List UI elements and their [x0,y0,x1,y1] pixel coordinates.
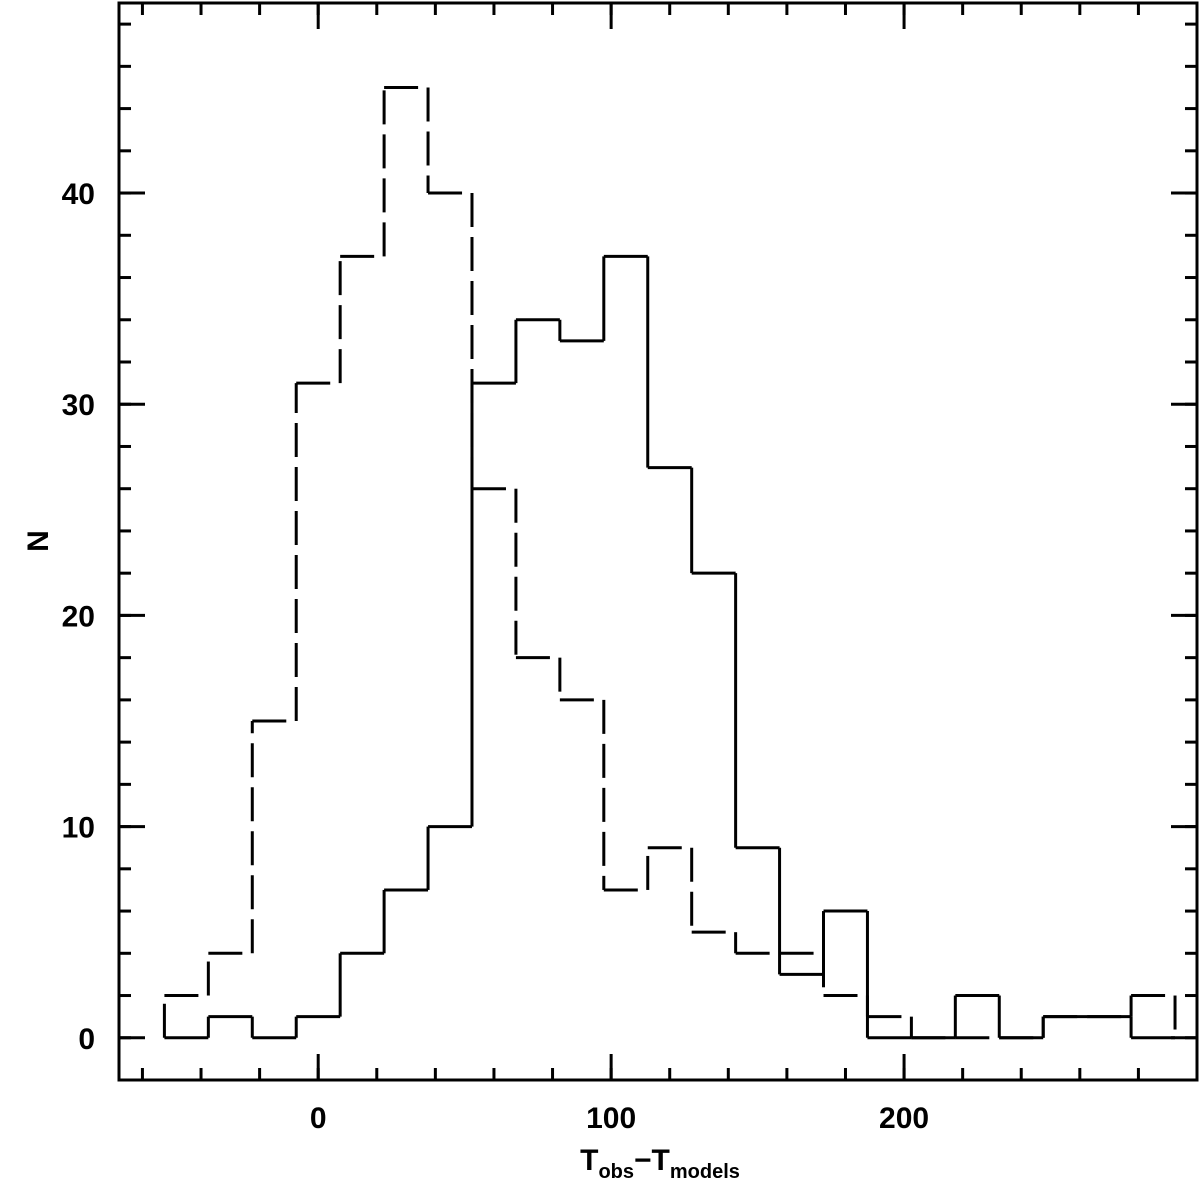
y-tick-label: 10 [62,812,95,845]
x-tick-label: 200 [879,1102,929,1135]
x-label-sub: models [670,1161,740,1183]
y-axis-label: N [22,530,55,552]
y-tick-label: 0 [78,1023,95,1056]
plot-frame [117,1,1199,1082]
y-tick-label: 40 [62,178,95,211]
x-label-sub: obs [598,1161,634,1183]
x-tick-label: 100 [586,1102,636,1135]
x-tick-label: 0 [310,1102,327,1135]
x-label-part: T [580,1144,598,1177]
x-label-part: −T [634,1144,670,1177]
x-axis-label: Tobs−Tmodels [580,1144,740,1183]
y-tick-label: 20 [62,600,95,633]
y-tick-label: 30 [62,389,95,422]
